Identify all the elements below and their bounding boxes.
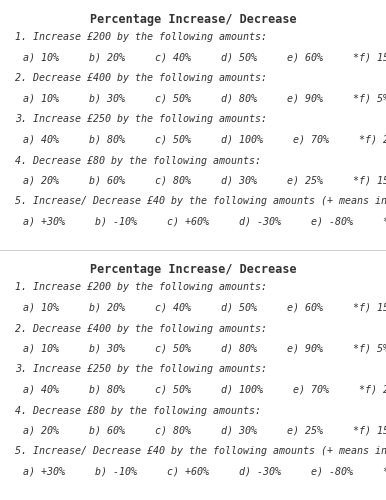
Text: 2. Decrease £400 by the following amounts:: 2. Decrease £400 by the following amount… (15, 74, 267, 84)
Text: a) 10%     b) 20%     c) 40%     d) 50%     e) 60%     *f) 15%     *g) 35%: a) 10% b) 20% c) 40% d) 50% e) 60% *f) 1… (23, 303, 386, 313)
Text: 3. Increase £250 by the following amounts:: 3. Increase £250 by the following amount… (15, 114, 267, 124)
Text: 1. Increase £200 by the following amounts:: 1. Increase £200 by the following amount… (15, 282, 267, 292)
Text: 4. Decrease £80 by the following amounts:: 4. Decrease £80 by the following amounts… (15, 406, 261, 415)
Text: Percentage Increase/ Decrease: Percentage Increase/ Decrease (90, 12, 296, 26)
Text: a) 20%     b) 60%     c) 80%     d) 30%     e) 25%     *f) 15%     *g) 85%: a) 20% b) 60% c) 80% d) 30% e) 25% *f) 1… (23, 176, 386, 186)
Text: a) 10%     b) 30%     c) 50%     d) 80%     e) 90%     *f) 5%     *g) 45%: a) 10% b) 30% c) 50% d) 80% e) 90% *f) 5… (23, 344, 386, 354)
Text: a) 20%     b) 60%     c) 80%     d) 30%     e) 25%     *f) 15%     *g) 85%: a) 20% b) 60% c) 80% d) 30% e) 25% *f) 1… (23, 426, 386, 436)
Text: a) +30%     b) -10%     c) +60%     d) -30%     e) -80%     *f) +35%     *g) -45: a) +30% b) -10% c) +60% d) -30% e) -80% … (23, 217, 386, 227)
Text: 5. Increase/ Decrease £40 by the following amounts (+ means increase, - means de: 5. Increase/ Decrease £40 by the followi… (15, 196, 386, 206)
Text: a) 40%     b) 80%     c) 50%     d) 100%     e) 70%     *f) 25%     *g) 75%: a) 40% b) 80% c) 50% d) 100% e) 70% *f) … (23, 385, 386, 395)
Text: a) +30%     b) -10%     c) +60%     d) -30%     e) -80%     *f) +35%     *g) -45: a) +30% b) -10% c) +60% d) -30% e) -80% … (23, 467, 386, 477)
Text: 5. Increase/ Decrease £40 by the following amounts (+ means increase, - means de: 5. Increase/ Decrease £40 by the followi… (15, 446, 386, 456)
Text: 3. Increase £250 by the following amounts:: 3. Increase £250 by the following amount… (15, 364, 267, 374)
Text: a) 40%     b) 80%     c) 50%     d) 100%     e) 70%     *f) 25%     *g) 75%: a) 40% b) 80% c) 50% d) 100% e) 70% *f) … (23, 135, 386, 145)
Text: Percentage Increase/ Decrease: Percentage Increase/ Decrease (90, 262, 296, 276)
Text: 4. Decrease £80 by the following amounts:: 4. Decrease £80 by the following amounts… (15, 156, 261, 166)
Text: 2. Decrease £400 by the following amounts:: 2. Decrease £400 by the following amount… (15, 324, 267, 334)
Text: a) 10%     b) 20%     c) 40%     d) 50%     e) 60%     *f) 15%     *g) 35%: a) 10% b) 20% c) 40% d) 50% e) 60% *f) 1… (23, 53, 386, 63)
Text: 1. Increase £200 by the following amounts:: 1. Increase £200 by the following amount… (15, 32, 267, 42)
Text: a) 10%     b) 30%     c) 50%     d) 80%     e) 90%     *f) 5%     *g) 45%: a) 10% b) 30% c) 50% d) 80% e) 90% *f) 5… (23, 94, 386, 104)
